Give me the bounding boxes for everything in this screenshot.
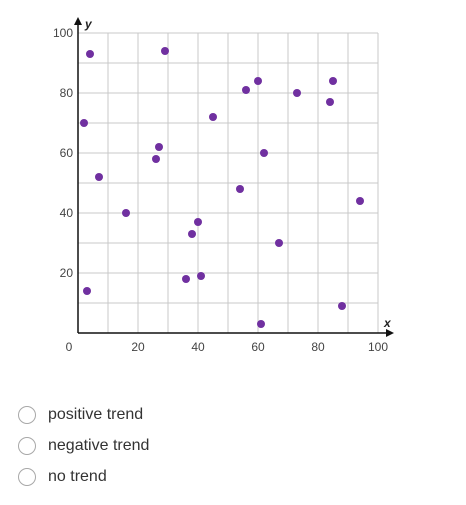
data-point — [254, 77, 262, 85]
x-tick-label: 80 — [311, 340, 325, 354]
data-point — [188, 230, 196, 238]
data-point — [260, 149, 268, 157]
y-tick-label: 100 — [53, 26, 73, 40]
radio-button[interactable] — [18, 437, 36, 455]
data-point — [236, 185, 244, 193]
x-tick-label: 60 — [251, 340, 265, 354]
option-label: no trend — [48, 468, 107, 485]
y-tick-label: 60 — [60, 146, 74, 160]
option-label: negative trend — [48, 437, 150, 454]
y-axis-arrow — [74, 17, 82, 25]
x-axis-label: x — [383, 316, 392, 330]
data-point — [197, 272, 205, 280]
y-tick-label: 20 — [60, 266, 74, 280]
answer-options: positive trend negative trend no trend — [18, 404, 149, 497]
radio-button[interactable] — [18, 468, 36, 486]
y-axis-label: y — [84, 17, 93, 31]
data-point — [182, 275, 190, 283]
axes — [74, 17, 394, 337]
data-point — [275, 239, 283, 247]
data-point — [95, 173, 103, 181]
x-tick-label: 20 — [131, 340, 145, 354]
option-negative-trend[interactable]: negative trend — [18, 435, 149, 457]
data-point — [209, 113, 217, 121]
data-point — [194, 218, 202, 226]
x-tick-label: 100 — [368, 340, 388, 354]
data-point — [338, 302, 346, 310]
data-point — [326, 98, 334, 106]
x-tick-labels: 0 20 40 60 80 100 — [66, 340, 389, 354]
data-point — [86, 50, 94, 58]
option-no-trend[interactable]: no trend — [18, 466, 149, 488]
x-tick-label: 0 — [66, 340, 73, 354]
data-point — [257, 320, 265, 328]
data-point — [356, 197, 364, 205]
data-point — [155, 143, 163, 151]
data-point — [122, 209, 130, 217]
x-axis-arrow — [386, 329, 394, 337]
option-positive-trend[interactable]: positive trend — [18, 404, 149, 426]
data-points — [80, 47, 364, 328]
y-tick-label: 80 — [60, 86, 74, 100]
data-point — [152, 155, 160, 163]
y-tick-label: 40 — [60, 206, 74, 220]
data-point — [80, 119, 88, 127]
radio-button[interactable] — [18, 406, 36, 424]
x-tick-label: 40 — [191, 340, 205, 354]
y-tick-labels: 20 40 60 80 100 — [53, 26, 73, 280]
data-point — [83, 287, 91, 295]
data-point — [161, 47, 169, 55]
scatter-plot: 0 20 40 60 80 100 20 40 60 80 100 x y — [53, 17, 394, 354]
data-point — [329, 77, 337, 85]
data-point — [293, 89, 301, 97]
option-label: positive trend — [48, 406, 144, 423]
data-point — [242, 86, 250, 94]
